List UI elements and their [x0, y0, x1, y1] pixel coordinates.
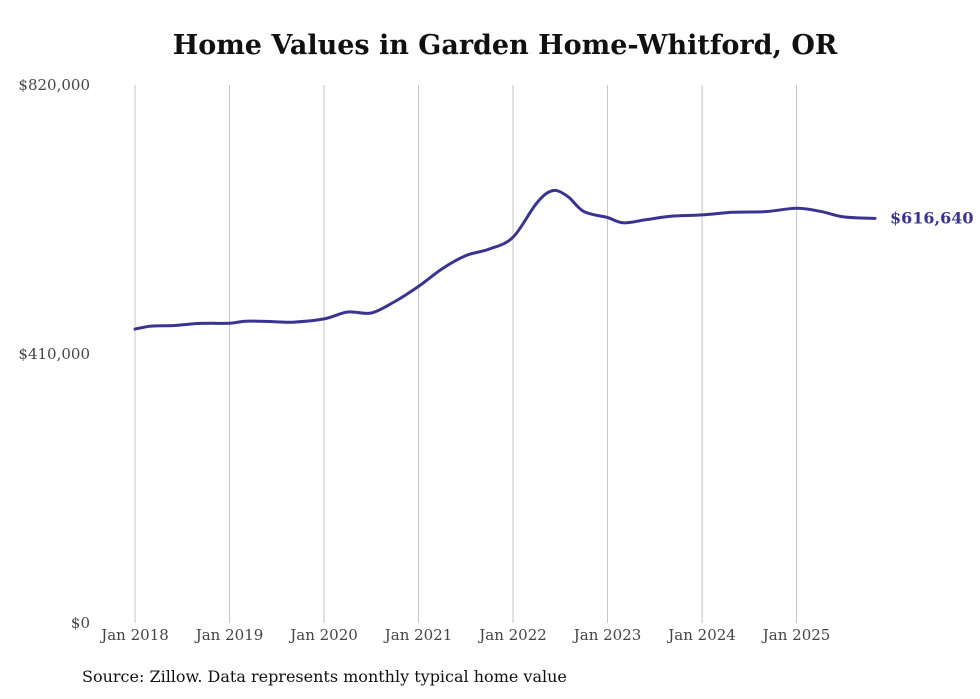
x-tick-label: Jan 2018	[99, 626, 169, 644]
chart-title: Home Values in Garden Home-Whitford, OR	[172, 30, 838, 61]
series-layer	[133, 188, 877, 331]
gridlines	[134, 85, 798, 623]
x-tick-label: Jan 2023	[572, 626, 642, 644]
x-tick-label: Jan 2025	[761, 626, 831, 644]
x-tick-label: Jan 2022	[477, 626, 547, 644]
x-tick-label: Jan 2020	[288, 626, 358, 644]
source-note: Source: Zillow. Data represents monthly …	[82, 667, 567, 686]
y-axis: $0 $410,000 $820,000	[18, 76, 90, 632]
x-tick-label: Jan 2024	[666, 626, 736, 644]
y-tick-label: $410,000	[18, 345, 90, 363]
y-tick-label: $820,000	[18, 76, 90, 94]
x-tick-label: Jan 2019	[194, 626, 264, 644]
y-tick-label: $0	[71, 614, 90, 632]
series-line	[133, 188, 877, 331]
x-axis: Jan 2018 Jan 2019 Jan 2020 Jan 2021 Jan 2022…	[99, 626, 830, 644]
x-tick-label: Jan 2021	[383, 626, 453, 644]
end-value-label: $616,640	[890, 208, 974, 227]
